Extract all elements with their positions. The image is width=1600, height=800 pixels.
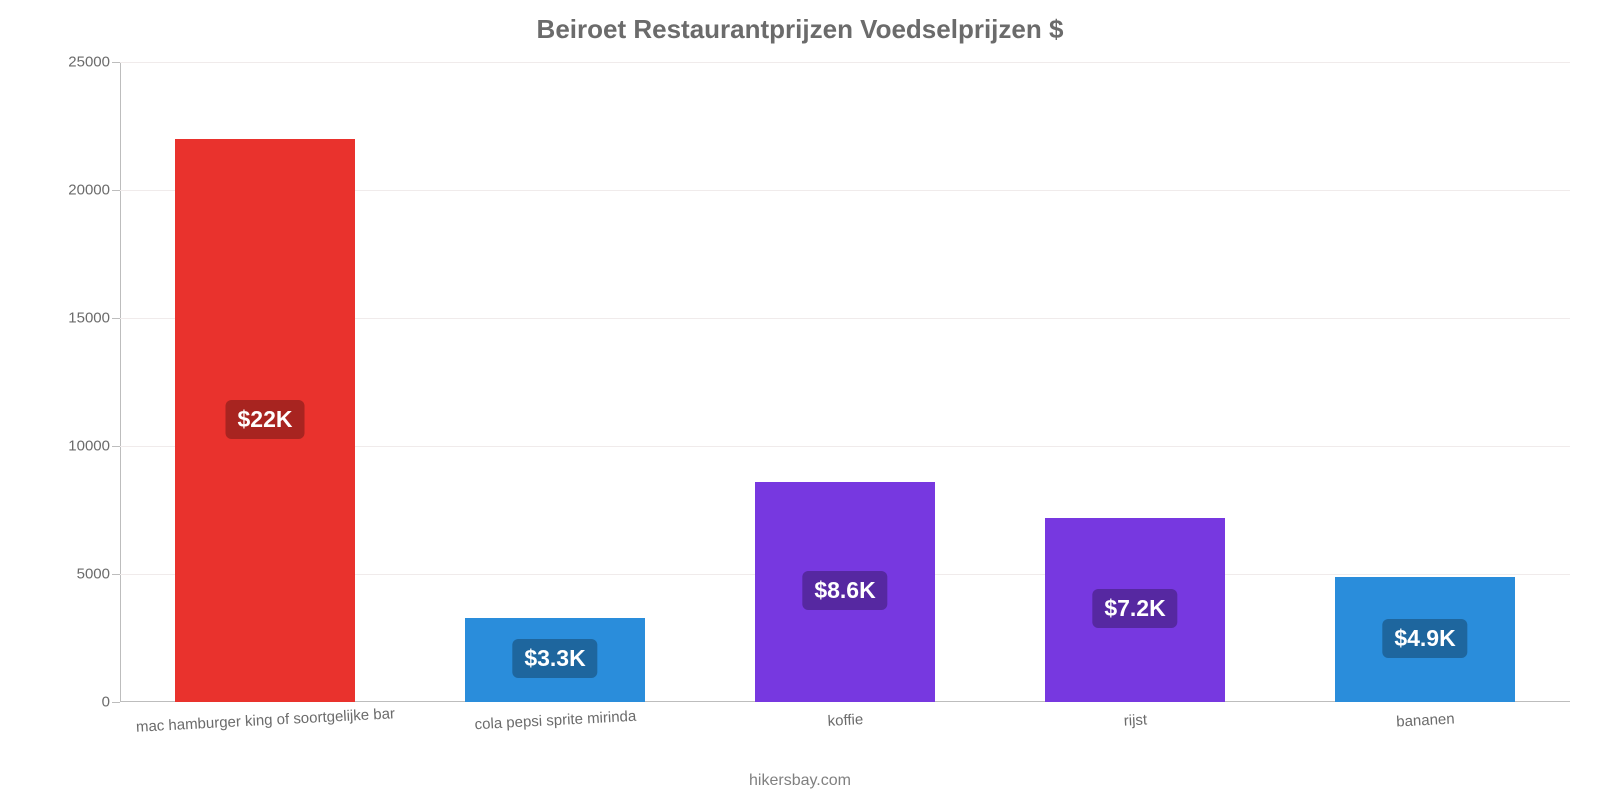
chart-title: Beiroet Restaurantprijzen Voedselprijzen… [0,14,1600,45]
y-tick-label: 20000 [68,182,120,199]
bar-value-label: $3.3K [512,639,597,678]
bar-value-label: $8.6K [802,571,887,610]
y-tick-label: 15000 [68,310,120,327]
y-tick-label: 10000 [68,438,120,455]
gridline [120,62,1570,63]
x-tick-label: bananen [1396,710,1455,730]
x-tick-label: cola pepsi sprite mirinda [474,708,636,733]
bar-value-label: $22K [226,400,305,439]
x-tick-label: koffie [827,711,863,730]
y-axis [120,62,121,702]
x-tick-label: mac hamburger king of soortgelijke bar [136,705,396,736]
bar-value-label: $7.2K [1092,589,1177,628]
x-tick-label: rijst [1123,711,1147,729]
y-tick-label: 25000 [68,54,120,71]
chart-container: Beiroet Restaurantprijzen Voedselprijzen… [0,0,1600,800]
bar-value-label: $4.9K [1382,619,1467,658]
y-tick-label: 5000 [77,566,120,583]
chart-footer: hikersbay.com [0,772,1600,790]
y-tick-label: 0 [102,694,120,711]
plot-area: 0500010000150002000025000$22Kmac hamburg… [120,62,1570,702]
